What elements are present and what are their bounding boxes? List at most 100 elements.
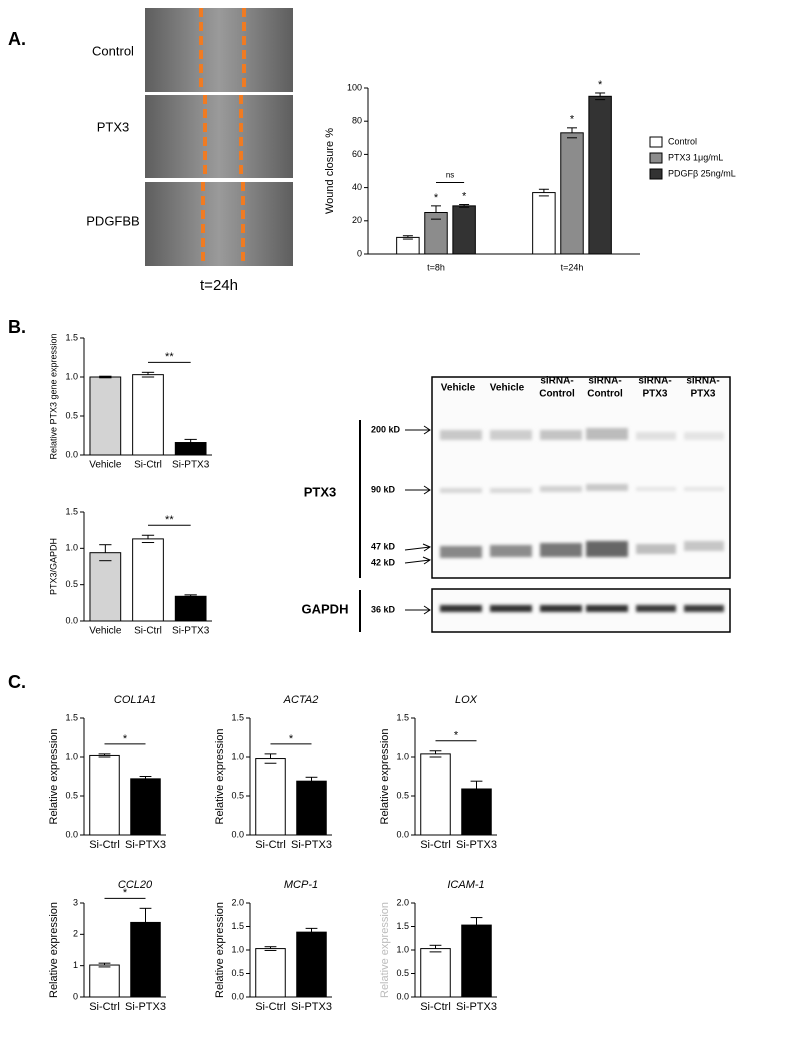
- y-tick-label: 3: [73, 897, 78, 907]
- y-axis-label: Relative expression: [379, 729, 391, 825]
- y-tick-label: 0.5: [65, 790, 78, 800]
- y-axis-label: Wound closure %: [324, 128, 336, 214]
- error-bar: [305, 927, 318, 937]
- micrograph: [145, 95, 293, 178]
- image-label: Control: [92, 43, 134, 58]
- panel-label: B.: [8, 317, 26, 337]
- error-bar: [431, 205, 441, 220]
- x-tick-label: Si-PTX3: [456, 1001, 497, 1013]
- y-tick-label: 2: [73, 929, 78, 939]
- error-bar: [139, 776, 152, 782]
- error-bar: [264, 753, 277, 764]
- y-tick-label: 1.5: [231, 921, 244, 931]
- y-tick-label: 0.5: [396, 968, 409, 978]
- y-tick-label: 2.0: [396, 897, 409, 907]
- x-tick-label: Vehicle: [89, 460, 122, 471]
- x-tick-label: Si-PTX3: [456, 839, 497, 851]
- y-tick-label: 1.5: [65, 332, 78, 342]
- y-tick-label: 1.0: [65, 371, 78, 381]
- y-tick-label: 0: [73, 991, 78, 1001]
- y-tick-label: 1.0: [231, 944, 244, 954]
- lane-label: siRNA-: [638, 376, 671, 387]
- lane-label: Control: [587, 389, 623, 400]
- chart-title: ICAM-1: [447, 879, 484, 891]
- y-tick-label: 100: [347, 82, 362, 92]
- x-tick-label: Si-Ctrl: [134, 626, 162, 637]
- x-tick-label: t=24h: [561, 262, 584, 272]
- lane-label: Control: [539, 389, 575, 400]
- bracket-label: *: [454, 730, 459, 742]
- legend-label: PTX3 1μg/mL: [668, 152, 723, 162]
- y-tick-label: 0.5: [231, 790, 244, 800]
- marker-arrows: [404, 425, 432, 615]
- y-tick-label: 80: [352, 116, 362, 126]
- legend-swatch: [649, 168, 663, 180]
- legend-label: Control: [668, 136, 697, 146]
- chart-title: MCP-1: [284, 879, 318, 891]
- error-bar: [184, 594, 197, 599]
- y-tick-label: 1.5: [396, 712, 409, 722]
- lane-label: PTX3: [690, 389, 715, 400]
- y-tick-label: 1: [73, 960, 78, 970]
- bar: [560, 132, 584, 255]
- chart-title: ACTA2: [283, 694, 319, 706]
- bar: [452, 205, 476, 255]
- error-bar: [402, 235, 413, 240]
- error-bar: [429, 750, 442, 758]
- y-tick-label: 60: [352, 149, 362, 159]
- panel-label: C.: [8, 672, 26, 692]
- marker-label: 42 kD: [371, 557, 396, 567]
- bar: [461, 788, 492, 836]
- panel-label: A.: [8, 29, 26, 49]
- error-bar: [305, 776, 318, 786]
- marker-label: 200 kD: [371, 424, 401, 434]
- y-tick-label: 20: [352, 215, 362, 225]
- y-tick-label: 1.0: [396, 751, 409, 761]
- x-tick-label: Si-PTX3: [125, 839, 166, 851]
- image-label: PTX3: [97, 119, 130, 134]
- x-tick-label: Si-PTX3: [291, 839, 332, 851]
- bar: [296, 780, 327, 836]
- marker-label: 47 kD: [371, 541, 396, 551]
- y-tick-label: 1.0: [396, 944, 409, 954]
- image-label: PDGFBB: [86, 213, 139, 228]
- y-tick-label: 0.0: [65, 449, 78, 459]
- bar: [130, 921, 161, 998]
- y-tick-label: 40: [352, 182, 362, 192]
- y-axis-label: Relative expression: [214, 902, 226, 998]
- micrograph: [145, 182, 293, 266]
- x-tick-label: Si-Ctrl: [89, 1001, 120, 1013]
- x-tick-label: Si-PTX3: [172, 460, 210, 471]
- error-bar: [264, 946, 277, 951]
- bar: [89, 754, 120, 836]
- error-bar: [538, 188, 549, 197]
- y-tick-label: 0.0: [396, 829, 409, 839]
- bracket-label: *: [123, 733, 128, 745]
- error-bar: [99, 375, 112, 379]
- x-tick-label: Si-PTX3: [125, 1001, 166, 1013]
- x-tick-label: Si-Ctrl: [255, 839, 286, 851]
- x-tick-label: Si-Ctrl: [420, 839, 451, 851]
- lane-label: Vehicle: [441, 383, 476, 394]
- bar: [420, 753, 451, 836]
- error-bar: [141, 534, 155, 544]
- x-tick-label: Si-Ctrl: [255, 1001, 286, 1013]
- y-tick-label: 1.5: [396, 921, 409, 931]
- legend-label: PDGFβ 25ng/mL: [668, 168, 736, 178]
- bar: [89, 376, 122, 456]
- error-bar: [567, 127, 577, 139]
- y-tick-label: 0.0: [65, 829, 78, 839]
- chart-title: LOX: [455, 694, 478, 706]
- error-bar: [98, 962, 111, 968]
- y-tick-label: 1.5: [231, 712, 244, 722]
- lane-label: PTX3: [642, 389, 667, 400]
- row-label: GAPDH: [302, 601, 349, 616]
- micrographs: [145, 8, 293, 266]
- lane-label: siRNA-: [540, 376, 573, 387]
- bar: [588, 95, 612, 255]
- lane-label: Vehicle: [490, 383, 525, 394]
- y-tick-label: 1.0: [65, 543, 78, 553]
- bracket-label: *: [289, 733, 294, 745]
- bar: [296, 931, 327, 998]
- significance: *: [462, 190, 467, 202]
